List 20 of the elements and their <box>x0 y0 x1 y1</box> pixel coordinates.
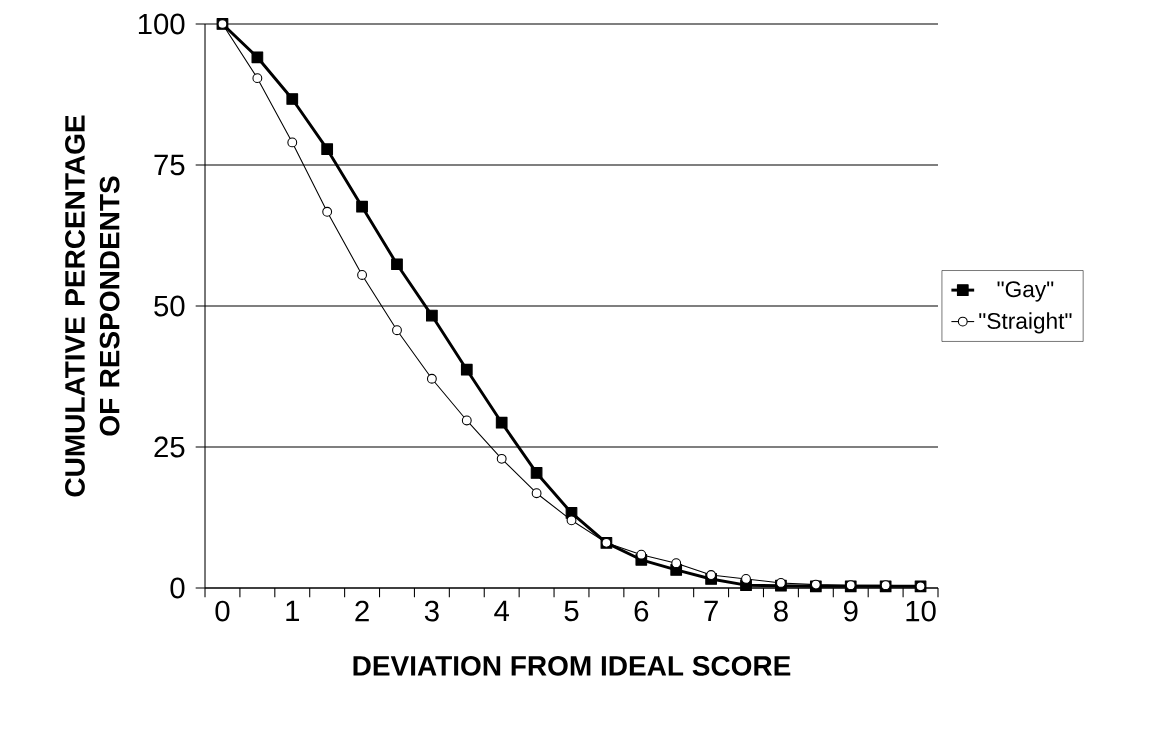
x-tick-label: 8 <box>774 600 788 622</box>
x-tick-label: 6 <box>634 600 649 622</box>
x-tick-label: 1 <box>286 600 299 621</box>
x-tick-label: 3 <box>424 600 439 622</box>
y-tick-label: 25 <box>154 436 185 458</box>
y-tick-label: 100 <box>138 13 185 35</box>
x-tick-label: 2 <box>355 600 369 622</box>
y-axis-title: CUMULATIVE PERCENTAGE OF RESPONDENTS <box>65 115 120 497</box>
x-axis-title: DEVIATION FROM IDEAL SCORE <box>353 655 791 676</box>
x-tick-label: 4 <box>494 600 509 621</box>
x-tick-label: 5 <box>564 600 579 622</box>
y-tick-label: 0 <box>170 577 185 599</box>
y-tick-label: 75 <box>154 154 185 176</box>
y-tick-label: 50 <box>154 295 185 317</box>
x-tick-label: 7 <box>704 600 718 621</box>
x-tick-label: 10 <box>906 600 936 622</box>
legend-label: "Gay" <box>997 281 1054 302</box>
x-tick-label: 0 <box>215 600 230 622</box>
x-tick-label: 9 <box>843 600 858 622</box>
legend-label: "Straight" <box>979 312 1072 334</box>
